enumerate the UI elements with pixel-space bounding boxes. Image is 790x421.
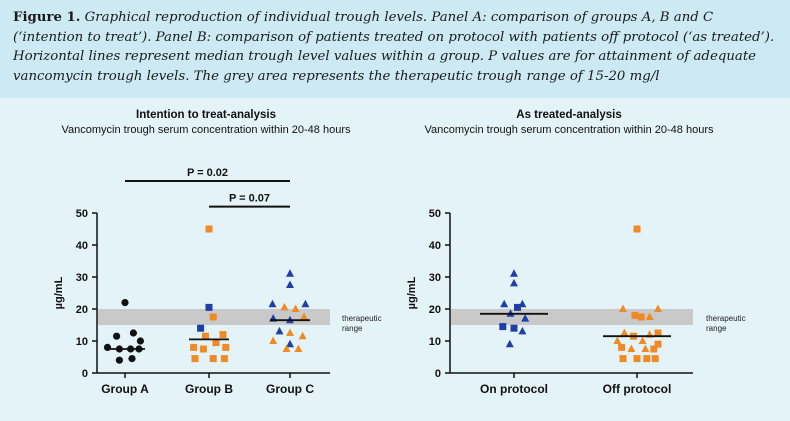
y-tick-label: 10 — [76, 336, 88, 348]
x-tick-label: Group B — [185, 382, 233, 396]
data-point — [286, 328, 294, 336]
data-point — [209, 355, 217, 363]
data-point — [505, 339, 514, 348]
band-label-line2: range — [342, 324, 363, 333]
y-tick-label: 40 — [76, 240, 88, 252]
y-tick-label: 20 — [76, 304, 88, 316]
y-tick-label: 40 — [429, 240, 441, 252]
data-point — [286, 269, 294, 277]
data-point — [212, 339, 220, 347]
charts-svg: Intention to treat-analysis Vancomycin tr… — [53, 109, 746, 396]
data-point — [275, 326, 284, 335]
comparison-p-value: P = 0.07 — [229, 193, 270, 205]
data-point — [510, 278, 518, 287]
data-point — [633, 355, 641, 363]
data-point — [205, 225, 213, 233]
x-tick-label: Group C — [266, 382, 314, 396]
data-point — [651, 355, 659, 363]
data-point — [199, 345, 207, 353]
y-tick-label: 50 — [76, 208, 88, 220]
data-point — [613, 336, 622, 344]
data-point — [645, 312, 654, 320]
data-point — [499, 323, 507, 331]
data-point — [190, 343, 198, 351]
data-point — [113, 332, 121, 340]
data-point — [633, 225, 641, 233]
data-point — [191, 355, 199, 363]
data-point — [631, 311, 639, 319]
data-point — [618, 343, 626, 351]
band-label-line1: therapeutic — [342, 314, 382, 323]
y-tick-label: 20 — [429, 304, 441, 316]
data-point — [291, 304, 300, 312]
data-point — [641, 344, 650, 352]
data-point — [654, 304, 662, 312]
data-point — [220, 355, 228, 363]
data-point — [514, 303, 521, 311]
data-point — [121, 299, 129, 307]
x-tick-label: Off protocol — [603, 382, 672, 396]
data-point — [103, 343, 112, 351]
data-point — [650, 345, 658, 353]
data-point — [205, 303, 213, 311]
data-point — [202, 332, 209, 340]
data-point — [286, 280, 294, 288]
data-point — [286, 339, 294, 348]
data-point — [510, 324, 518, 332]
chart-1-title: Intention to treat-analysis — [136, 109, 276, 121]
figure-caption: Figure 1. Graphical reproduction of indi… — [13, 8, 783, 86]
data-point — [128, 355, 136, 363]
y-axis-label: µg/mL — [406, 276, 418, 309]
data-point — [298, 331, 307, 340]
data-point — [301, 299, 310, 308]
data-point — [209, 313, 217, 321]
band-label-line2: range — [706, 324, 727, 333]
data-point — [129, 329, 137, 337]
data-point — [627, 344, 636, 352]
y-tick-label: 0 — [82, 368, 88, 380]
comparison-p-value: P = 0.02 — [187, 167, 228, 179]
chart-2-title: As treated-analysis — [516, 109, 621, 121]
x-tick-label: On protocol — [480, 382, 548, 396]
data-point — [654, 340, 662, 348]
data-point — [620, 328, 629, 336]
y-tick-label: 10 — [429, 336, 441, 348]
y-tick-label: 30 — [76, 272, 88, 284]
data-point — [619, 304, 627, 312]
data-point — [500, 299, 509, 308]
data-point — [619, 355, 627, 363]
data-point — [268, 299, 277, 308]
data-point — [637, 313, 645, 321]
data-point — [300, 312, 308, 320]
data-point — [136, 337, 144, 345]
data-point — [518, 326, 527, 335]
y-tick-label: 50 — [429, 208, 441, 220]
data-point — [294, 344, 303, 352]
data-point — [510, 269, 518, 277]
y-axis-label: µg/mL — [53, 276, 65, 309]
data-point — [654, 329, 662, 337]
x-tick-label: Group A — [101, 382, 149, 396]
band-label-line1: therapeutic — [706, 314, 746, 323]
y-tick-label: 30 — [429, 272, 441, 284]
figure-label: Figure 1. — [13, 10, 81, 25]
data-point — [219, 331, 227, 339]
data-point — [115, 356, 123, 364]
data-point — [282, 344, 291, 352]
data-point — [280, 302, 289, 311]
figure-caption-text: Graphical reproduction of individual tro… — [13, 10, 775, 84]
data-point — [521, 314, 530, 322]
data-point — [638, 336, 647, 344]
y-tick-label: 0 — [435, 368, 441, 380]
chart-area: Intention to treat-analysis Vancomycin tr… — [0, 98, 790, 416]
data-point — [643, 355, 651, 363]
data-point — [197, 324, 205, 332]
chart-2-subtitle: Vancomycin trough serum concentration wi… — [424, 124, 714, 136]
data-point — [269, 336, 278, 344]
chart-1-subtitle: Vancomycin trough serum concentration wi… — [61, 124, 351, 136]
data-point — [222, 343, 230, 351]
figure-caption-box: Figure 1. Graphical reproduction of indi… — [0, 0, 790, 98]
